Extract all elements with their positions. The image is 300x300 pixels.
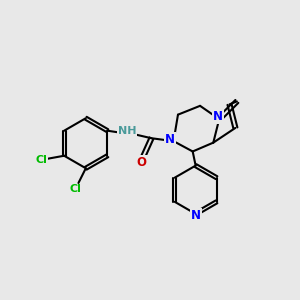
Text: O: O xyxy=(137,156,147,169)
Text: Cl: Cl xyxy=(35,155,47,165)
Text: N: N xyxy=(190,209,201,222)
Text: N: N xyxy=(165,133,175,146)
Text: Cl: Cl xyxy=(70,184,81,194)
Text: N: N xyxy=(213,110,223,123)
Text: NH: NH xyxy=(118,126,136,136)
